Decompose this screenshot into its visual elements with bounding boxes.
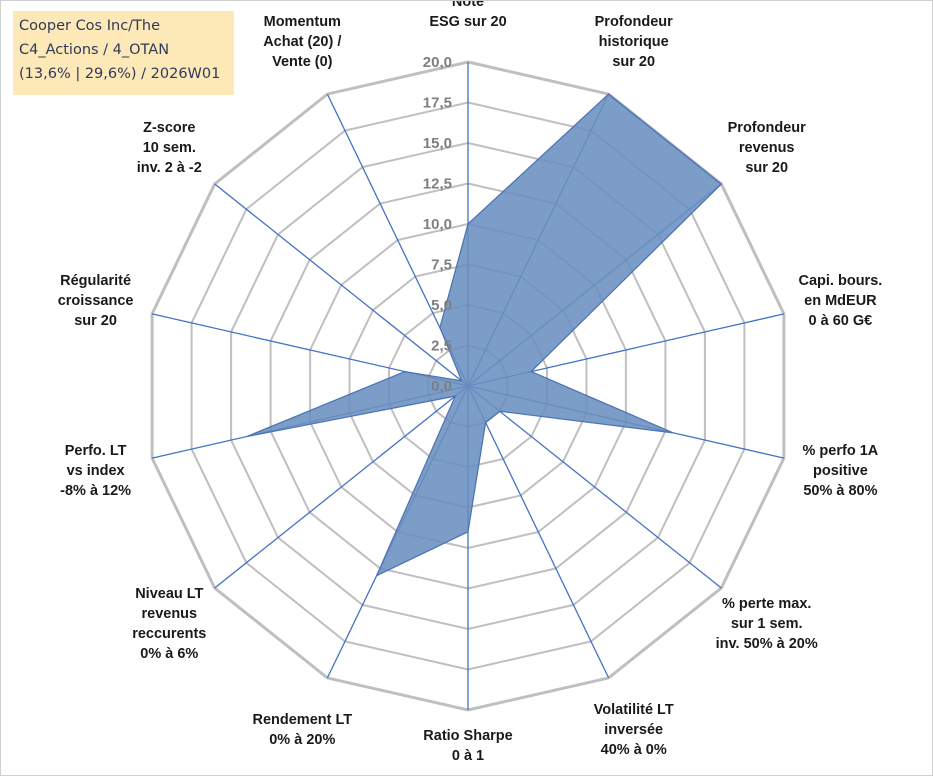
axis-label-line: -8% à 12% bbox=[60, 483, 131, 499]
axis-label-line: sur 1 sem. bbox=[731, 616, 803, 632]
axis-label-line: Volatilité LT bbox=[594, 702, 674, 718]
radar-axis-labels: Note ESG sur 20 Profondeur historique sur 20… bbox=[58, 1, 883, 764]
tick-label: 2,5 bbox=[431, 338, 452, 355]
axis-label-line: en MdEUR bbox=[804, 293, 877, 309]
axis-label: Ratio Sharpe 0 à 1 bbox=[423, 728, 512, 764]
axis-label: Perfo. LT vs index -8% à 12% bbox=[60, 443, 131, 499]
axis-label-line: 40% à 0% bbox=[601, 742, 667, 758]
tick-label: 10,0 bbox=[423, 216, 452, 233]
axis-label-line: % perte max. bbox=[722, 596, 811, 612]
axis-label-line: Niveau LT bbox=[135, 586, 203, 602]
axis-label-line: % perfo 1A bbox=[803, 443, 879, 459]
axis-label-line: 50% à 80% bbox=[803, 483, 877, 499]
tick-label: 12,5 bbox=[423, 176, 452, 193]
title-line-3: (13,6% | 29,6%) / 2026W01 bbox=[19, 66, 221, 82]
radar-tick-labels: 0,0 2,5 5,0 7,5 10,0 12,5 15,0 17,5 20,0 bbox=[423, 54, 452, 395]
axis-label-line: historique bbox=[599, 34, 669, 50]
axis-label-line: 0 à 1 bbox=[452, 748, 484, 764]
axis-label-line: 0% à 20% bbox=[269, 732, 335, 748]
axis-label-line: Note bbox=[452, 1, 484, 10]
axis-label-line: Profondeur bbox=[595, 14, 673, 30]
axis-label: Capi. bours. en MdEUR 0 à 60 G€ bbox=[799, 273, 883, 329]
axis-label: Momentum Achat (20) / Vente (0) bbox=[263, 14, 341, 70]
axis-label-line: inv. 50% à 20% bbox=[716, 636, 818, 652]
axis-label-line: ESG sur 20 bbox=[429, 14, 506, 30]
axis-spoke bbox=[467, 385, 610, 679]
axis-label-line: Perfo. LT bbox=[65, 443, 127, 459]
axis-label-line: inversée bbox=[604, 722, 663, 738]
axis-label: Profondeur historique sur 20 bbox=[595, 14, 673, 70]
axis-label-line: positive bbox=[813, 463, 868, 479]
axis-label: Rendement LT 0% à 20% bbox=[252, 712, 352, 748]
axis-label: % perfo 1A positive 50% à 80% bbox=[803, 443, 879, 499]
radar-series bbox=[246, 93, 723, 577]
axis-spoke bbox=[214, 385, 469, 589]
tick-label: 0,0 bbox=[431, 378, 452, 395]
chart-title-box: Cooper Cos Inc/The C4_Actions / 4_OTAN (… bbox=[13, 11, 234, 95]
axis-label-line: sur 20 bbox=[745, 160, 788, 176]
axis-label-line: Profondeur bbox=[728, 120, 806, 136]
axis-label-line: sur 20 bbox=[612, 54, 655, 70]
axis-label-line: Momentum bbox=[264, 14, 341, 30]
axis-label: Régularité croissance sur 20 bbox=[58, 273, 134, 329]
axis-label-line: sur 20 bbox=[74, 313, 117, 329]
axis-label-line: vs index bbox=[67, 463, 125, 479]
title-line-2: C4_Actions / 4_OTAN bbox=[19, 42, 170, 58]
axis-label-line: Régularité bbox=[60, 273, 131, 289]
axis-label-line: inv. 2 à -2 bbox=[137, 160, 202, 176]
axis-spoke bbox=[467, 385, 722, 589]
axis-label-line: 10 sem. bbox=[143, 140, 196, 156]
axis-label: % perte max. sur 1 sem. inv. 50% à 20% bbox=[716, 596, 818, 652]
title-line-1: Cooper Cos Inc/The bbox=[19, 18, 161, 34]
tick-label: 7,5 bbox=[431, 257, 452, 274]
tick-label: 20,0 bbox=[423, 54, 452, 71]
axis-label-line: 0 à 60 G€ bbox=[809, 313, 873, 329]
axis-label: Profondeur revenus sur 20 bbox=[728, 120, 806, 176]
axis-label: Niveau LT revenus reccurents 0% à 6% bbox=[132, 586, 206, 662]
axis-label-line: reccurents bbox=[132, 626, 206, 642]
series-area bbox=[246, 93, 723, 577]
axis-label: Z-score 10 sem. inv. 2 à -2 bbox=[137, 120, 202, 176]
axis-label-line: croissance bbox=[58, 293, 134, 309]
axis-spoke bbox=[214, 183, 469, 387]
axis-label-line: 0% à 6% bbox=[140, 646, 198, 662]
tick-label: 5,0 bbox=[431, 297, 452, 314]
axis-label-line: Rendement LT bbox=[252, 712, 352, 728]
axis-label: Volatilité LT inversée 40% à 0% bbox=[594, 702, 674, 758]
axis-label-line: Z-score bbox=[143, 120, 195, 136]
axis-label-line: revenus bbox=[141, 606, 197, 622]
axis-label-line: revenus bbox=[739, 140, 795, 156]
axis-label-line: Capi. bours. bbox=[799, 273, 883, 289]
axis-label-line: Vente (0) bbox=[272, 54, 333, 70]
tick-label: 15,0 bbox=[423, 135, 452, 152]
axis-label-line: Achat (20) / bbox=[263, 34, 341, 50]
axis-label: Note ESG sur 20 bbox=[429, 1, 506, 30]
axis-label-line: Ratio Sharpe bbox=[423, 728, 512, 744]
tick-label: 17,5 bbox=[423, 95, 452, 112]
